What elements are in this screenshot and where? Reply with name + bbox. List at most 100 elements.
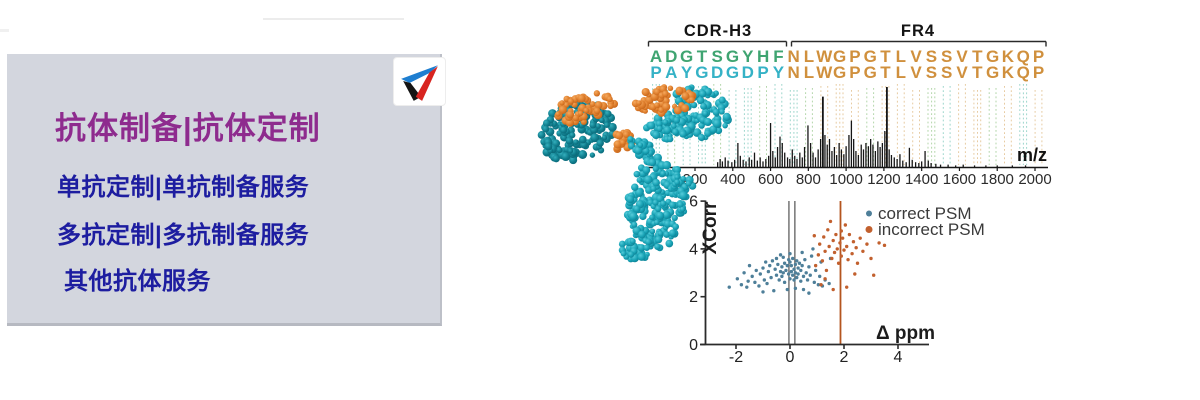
sphere [655, 205, 662, 213]
scatter-point [861, 249, 865, 253]
residue-letter: P [1033, 63, 1044, 82]
residue-letter: D [665, 47, 677, 66]
scatter-point [757, 284, 761, 288]
scatter-point [843, 223, 848, 227]
scatter-point [816, 283, 821, 287]
scatter-point [758, 272, 762, 276]
scatter-point [781, 255, 785, 259]
edge-mark [0, 29, 9, 32]
sphere [620, 250, 627, 257]
x-tick-label: 2 [840, 349, 849, 366]
sphere [681, 104, 690, 113]
residue-letter: V [956, 63, 968, 82]
left-fab-edge [542, 136, 580, 165]
residue-letter: Y [681, 63, 693, 82]
scatter-point [804, 271, 808, 275]
sphere [675, 86, 684, 95]
menu-item-other[interactable]: 其他抗体服务 [64, 268, 211, 295]
scatter-point [774, 256, 779, 261]
scatter-point [793, 262, 798, 267]
residue-letter: G [695, 63, 708, 82]
menu-item-polyclonal[interactable]: 多抗定制|多抗制备服务 [57, 222, 310, 249]
residue-letter: T [697, 47, 708, 66]
sphere [631, 221, 638, 228]
sphere [678, 191, 688, 201]
scatter-point [838, 241, 842, 245]
scatter-point [858, 236, 862, 240]
scatter-point [813, 263, 818, 268]
scatter-point [812, 280, 816, 285]
scatter-point [791, 273, 795, 277]
menu-item-monoclonal[interactable]: 单抗定制|单抗制备服务 [57, 174, 310, 201]
sphere [578, 135, 587, 144]
scatter-point [799, 279, 803, 283]
sphere [565, 136, 574, 145]
scatter-point [811, 247, 815, 251]
residue-letter: T [972, 47, 983, 66]
sphere [537, 131, 546, 139]
scatter-point [778, 269, 783, 274]
scatter-point [784, 268, 788, 273]
sphere [627, 251, 635, 258]
region-bracket [647, 40, 788, 47]
residue-letter: S [941, 63, 952, 82]
sphere [703, 118, 712, 126]
residue-letter: K [1002, 63, 1015, 82]
sphere [685, 180, 692, 187]
sphere [656, 125, 663, 132]
scatter-point [801, 274, 806, 279]
scatter-point [823, 249, 827, 253]
residue-letter: D [711, 63, 723, 82]
scatter-point [830, 256, 834, 261]
residue-letter: N [788, 63, 800, 82]
sphere [673, 166, 682, 174]
scatter-point [739, 283, 744, 287]
sphere [662, 119, 669, 126]
scatter-point [808, 273, 812, 277]
sphere [614, 131, 624, 140]
scatter-point [766, 269, 771, 274]
residue-letter: G [726, 63, 739, 82]
scatter-point [765, 281, 769, 286]
region-bracket [790, 40, 1047, 47]
residue-letter: S [941, 47, 952, 66]
scatter-point [788, 277, 792, 281]
sphere [608, 122, 617, 132]
sphere [654, 243, 661, 251]
scatter-points-incorrect [812, 219, 887, 292]
scatter-point [777, 278, 781, 282]
sphere [622, 131, 630, 139]
scatter-point [831, 287, 835, 292]
y-tick-label: 2 [689, 289, 698, 306]
fc-bump [667, 174, 697, 201]
residue-letter: P [757, 63, 768, 82]
scatter-point [764, 260, 768, 264]
scatter-point [801, 287, 806, 292]
scatter-point [792, 278, 796, 282]
sphere [671, 214, 678, 222]
residue-letter: G [833, 63, 846, 82]
sphere [573, 139, 579, 145]
sphere [561, 134, 568, 141]
scatter-point [845, 244, 849, 249]
scatter-point [800, 250, 804, 255]
residue-letter: G [726, 47, 739, 66]
residue-letter: V [910, 47, 922, 66]
x-tick-label: -2 [729, 349, 743, 366]
sphere [649, 228, 656, 235]
residue-letter: S [926, 63, 937, 82]
sphere [681, 92, 690, 101]
scatter-point [813, 268, 818, 273]
scatter-point [839, 254, 843, 258]
sphere [704, 129, 712, 138]
scatter-point [761, 266, 765, 270]
scatter-point [803, 257, 807, 262]
sphere [702, 110, 709, 117]
mz-tick-label: 1600 [943, 171, 976, 188]
scatter-point [782, 261, 787, 265]
sphere [593, 90, 601, 97]
sphere [674, 174, 680, 180]
